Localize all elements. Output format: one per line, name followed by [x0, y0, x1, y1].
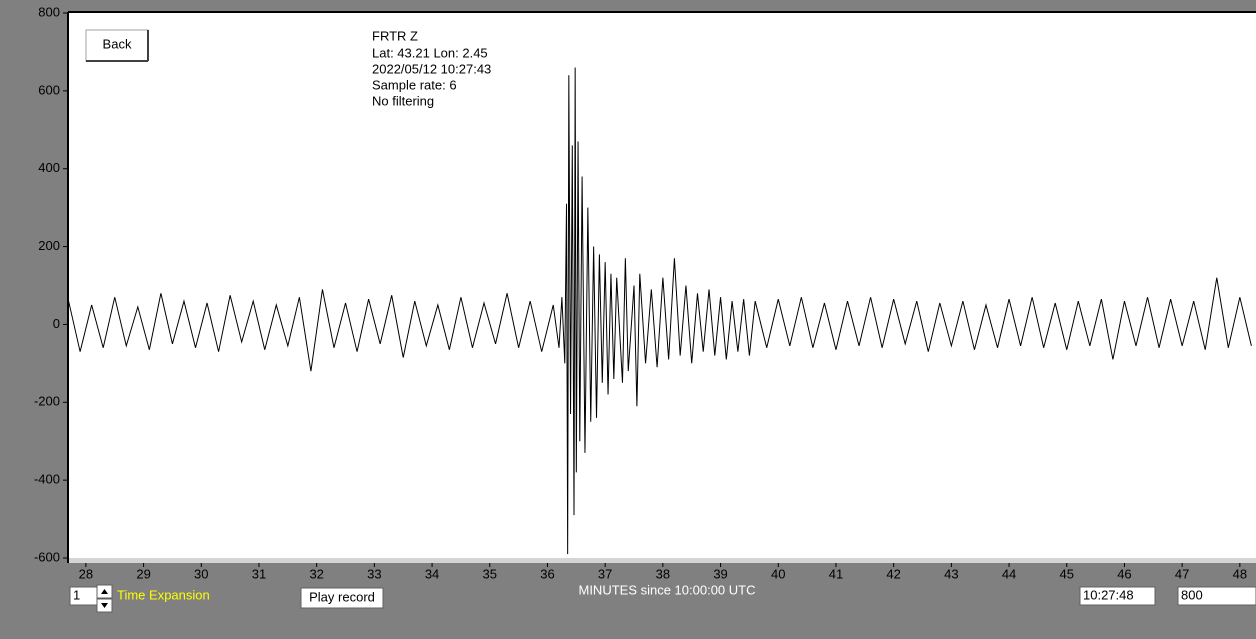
amplitude-field-value[interactable]: 800 [1181, 587, 1203, 602]
x-tick-label: 34 [425, 566, 439, 581]
y-tick-label: -400 [34, 472, 60, 487]
info-line: Sample rate: 6 [372, 77, 457, 92]
x-tick-label: 32 [309, 566, 323, 581]
time-expansion-value[interactable]: 1 [73, 587, 80, 602]
info-line: 2022/05/12 10:27:43 [372, 61, 491, 76]
x-tick-label: 30 [194, 566, 208, 581]
x-tick-label: 38 [656, 566, 670, 581]
x-tick-label: 42 [886, 566, 900, 581]
x-tick-label: 28 [79, 566, 93, 581]
info-line: FRTR Z [372, 28, 418, 43]
x-tick-label: 45 [1060, 566, 1074, 581]
x-tick-label: 41 [829, 566, 843, 581]
info-line: No filtering [372, 93, 434, 108]
x-tick-label: 43 [944, 566, 958, 581]
x-tick-label: 47 [1175, 566, 1189, 581]
station-info: FRTR Z Lat: 43.21 Lon: 2.45 2022/05/12 1… [372, 28, 491, 108]
spin-up-arrow [101, 589, 108, 594]
x-tick-label: 44 [1002, 566, 1016, 581]
x-tick-label: 46 [1117, 566, 1131, 581]
x-tick-label: 40 [771, 566, 785, 581]
x-tick-label: 37 [598, 566, 612, 581]
y-tick-label: 200 [38, 238, 60, 253]
x-tick-label: 33 [367, 566, 381, 581]
y-tick-label: 400 [38, 160, 60, 175]
x-tick-label: 48 [1233, 566, 1247, 581]
y-tick-label: -200 [34, 394, 60, 409]
play-button[interactable] [300, 587, 384, 609]
time-field-value[interactable]: 10:27:48 [1083, 587, 1134, 602]
y-tick-label: 800 [38, 4, 60, 19]
x-axis-label: MINUTES since 10:00:00 UTC [578, 582, 755, 597]
info-line: Lat: 43.21 Lon: 2.45 [372, 45, 488, 60]
y-tick-label: 0 [53, 316, 60, 331]
back-button[interactable]: Back [85, 29, 149, 62]
axis-strip [68, 558, 1256, 563]
waveform-plot [68, 67, 1252, 555]
play-label[interactable]: Play record [309, 589, 375, 604]
x-tick-label: 29 [136, 566, 150, 581]
time-expansion-label: Time Expansion [117, 587, 210, 602]
y-tick-label: -600 [34, 549, 60, 564]
back-label[interactable]: Back [103, 36, 132, 51]
x-tick-label: 31 [252, 566, 266, 581]
x-tick-label: 35 [483, 566, 497, 581]
x-tick-label: 39 [713, 566, 727, 581]
time-field[interactable] [1079, 586, 1156, 606]
spin-down-arrow [101, 603, 108, 608]
waveform [68, 67, 1252, 555]
y-tick-label: 600 [38, 82, 60, 97]
amplitude-field[interactable] [1177, 586, 1256, 606]
x-tick-label: 36 [540, 566, 554, 581]
